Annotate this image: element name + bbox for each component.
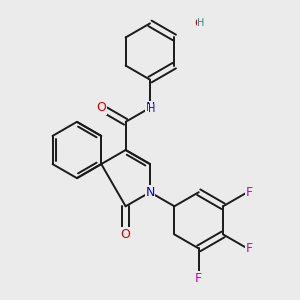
Text: H: H	[148, 104, 155, 114]
Text: F: F	[195, 272, 202, 285]
Text: O: O	[194, 17, 204, 30]
Text: H: H	[197, 18, 205, 28]
Text: N: N	[145, 186, 155, 199]
Text: O: O	[121, 228, 130, 241]
Text: F: F	[245, 242, 253, 255]
Text: O: O	[96, 101, 106, 114]
Text: N: N	[145, 101, 155, 114]
Text: F: F	[245, 186, 253, 199]
